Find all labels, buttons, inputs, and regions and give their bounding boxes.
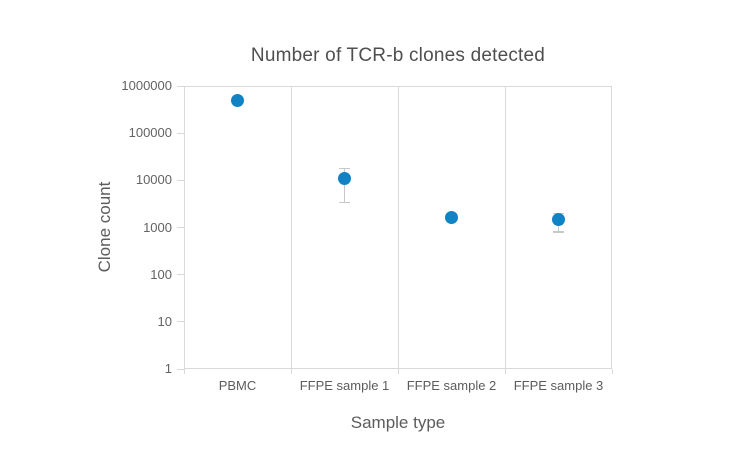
chart-title: Number of TCR-b clones detected [250,45,546,66]
y-tick-label: 10 [157,313,172,329]
error-bar-cap [339,201,350,204]
x-axis-title: Sample type [350,413,446,432]
y-tick-label: 100000 [128,125,172,141]
category-label: PBMC [218,378,257,393]
y-tick-mark [177,274,184,276]
y-tick-mark [177,368,184,370]
y-tick-label: 10000 [135,172,172,188]
grid-separator [290,86,292,369]
y-tick-mark [177,85,184,87]
data-point [445,211,458,225]
x-tick-mark [611,369,613,374]
y-tick-mark [177,227,184,228]
grid-separator [504,86,506,369]
data-point [552,213,565,227]
y-tick-label: 100 [150,266,172,282]
error-bar-cap [553,231,564,233]
error-bar-cap [339,167,350,170]
category-label: FFPE sample 2 [406,378,497,393]
x-tick-mark [183,369,185,374]
y-tick-mark [177,132,184,134]
error-bar-cap [553,212,564,215]
error-bar [343,168,346,203]
x-tick-mark [504,369,506,374]
y-tick-mark [177,179,184,181]
y-tick-label: 1000000 [121,78,172,93]
data-point [231,93,244,107]
x-tick-mark [397,369,399,374]
y-tick-label: 1 [164,361,172,376]
grid-separator [397,86,399,369]
category-label: FFPE sample 3 [513,378,604,393]
category-label: FFPE sample 1 [299,378,390,393]
y-tick-mark [177,321,184,323]
y-tick-label: 1000 [143,219,172,235]
data-point [338,171,351,185]
x-tick-mark [290,369,292,374]
